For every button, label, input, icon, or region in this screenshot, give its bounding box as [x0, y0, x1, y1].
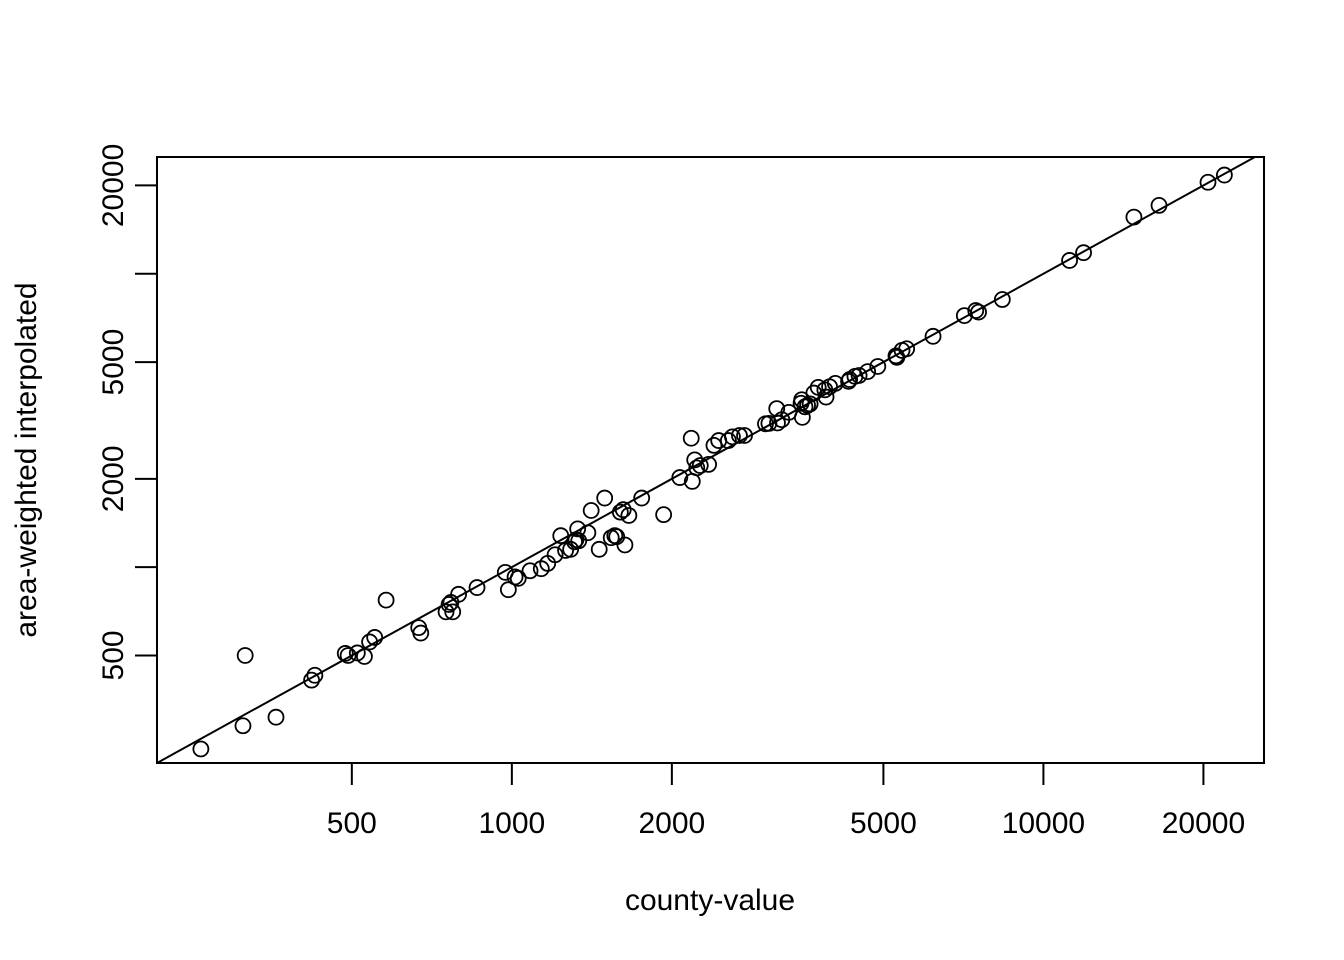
- data-point: [633, 489, 651, 507]
- data-point: [859, 363, 877, 380]
- data-point: [671, 469, 689, 486]
- data-point: [236, 647, 254, 664]
- data-point: [801, 395, 819, 413]
- data-point: [412, 624, 430, 642]
- data-point: [336, 645, 354, 662]
- data-point: [614, 501, 632, 519]
- data-point: [760, 414, 778, 432]
- y-axis-title: area-weighted interpolated: [10, 282, 43, 637]
- data-point: [691, 457, 709, 474]
- data-point: [339, 647, 357, 664]
- data-point: [366, 629, 384, 646]
- data-point: [688, 459, 706, 477]
- data-point: [306, 666, 324, 684]
- y-tick-label: 20000: [97, 144, 130, 227]
- data-point: [898, 340, 916, 358]
- data-point: [1199, 173, 1217, 191]
- data-point: [817, 388, 835, 406]
- data-point: [616, 536, 634, 554]
- data-point: [869, 358, 887, 375]
- x-tick-label: 1000: [478, 807, 545, 840]
- data-point: [1061, 252, 1078, 269]
- data-point: [450, 585, 467, 603]
- data-point: [569, 520, 587, 538]
- data-points-layer: [192, 166, 1233, 758]
- data-point: [967, 302, 985, 319]
- data-point: [769, 414, 786, 432]
- data-point: [499, 581, 517, 599]
- data-point: [655, 506, 673, 524]
- data-point: [620, 507, 638, 524]
- x-tick-label: 20000: [1162, 807, 1245, 840]
- data-point: [582, 502, 600, 519]
- data-point: [509, 569, 527, 587]
- data-point: [850, 367, 868, 384]
- data-point: [521, 562, 539, 580]
- data-point: [192, 740, 210, 758]
- data-point: [303, 671, 320, 689]
- x-tick-label: 10000: [1002, 807, 1085, 840]
- data-point: [720, 432, 737, 449]
- data-point: [546, 546, 564, 564]
- data-point: [682, 429, 700, 447]
- data-point: [596, 489, 614, 507]
- data-point: [805, 384, 823, 402]
- x-axis: 500 1000 2000 5000 10000 20000: [327, 762, 1245, 840]
- data-point: [234, 717, 252, 735]
- data-point: [356, 648, 373, 665]
- data-point: [361, 633, 379, 651]
- data-point: [437, 603, 455, 621]
- y-tick-label: 5000: [97, 329, 130, 396]
- data-point: [611, 503, 629, 521]
- data-point: [724, 428, 741, 446]
- data-point: [970, 303, 987, 321]
- data-point: [736, 427, 753, 444]
- data-point: [705, 436, 723, 454]
- x-axis-title: county-value: [625, 884, 795, 917]
- data-point: [377, 591, 395, 609]
- data-point: [468, 579, 486, 596]
- data-point: [700, 455, 718, 473]
- data-point: [993, 291, 1011, 308]
- data-point: [924, 327, 942, 345]
- data-point: [590, 540, 608, 558]
- data-point: [1150, 196, 1168, 214]
- data-point: [552, 527, 570, 545]
- data-point: [267, 708, 285, 726]
- x-tick-label: 5000: [850, 807, 917, 840]
- data-point: [1125, 208, 1143, 226]
- y-tick-label: 2000: [97, 445, 130, 512]
- y-tick-label: 500: [97, 630, 130, 680]
- data-point: [731, 427, 748, 444]
- y-axis: 500 2000 5000 20000: [97, 144, 158, 680]
- data-point: [602, 529, 620, 547]
- data-point: [1075, 244, 1092, 262]
- data-point: [444, 603, 462, 621]
- x-tick-label: 2000: [638, 807, 705, 840]
- data-point: [1215, 166, 1233, 184]
- x-tick-label: 500: [327, 807, 377, 840]
- data-point: [579, 524, 597, 542]
